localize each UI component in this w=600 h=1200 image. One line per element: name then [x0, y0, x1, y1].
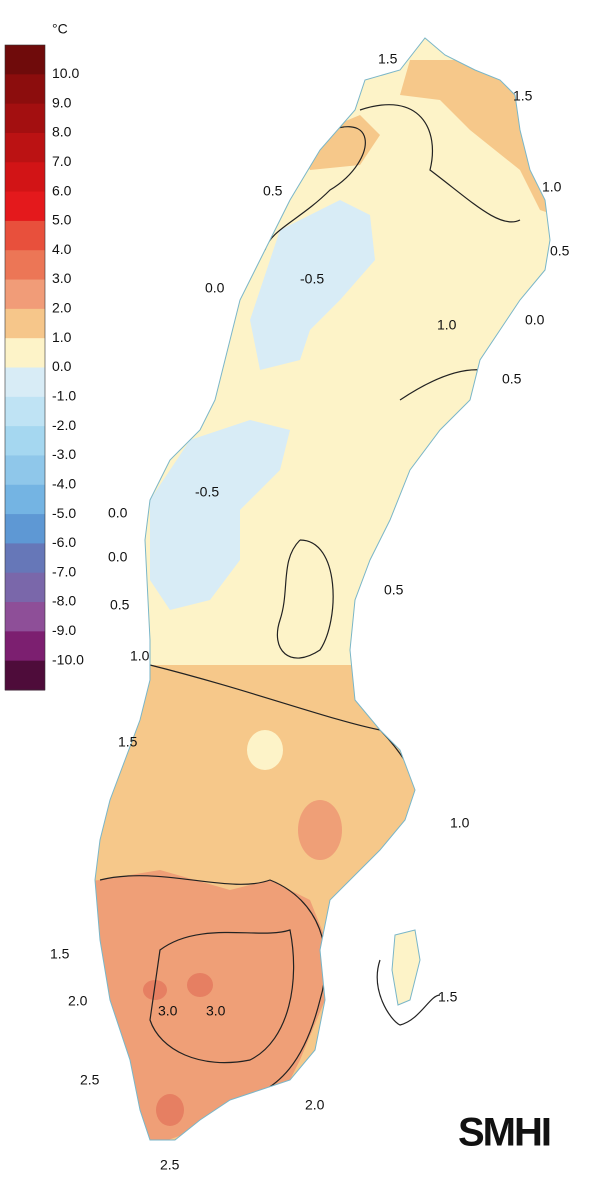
contour-label: 1.5 — [438, 989, 458, 1005]
legend-label: 0.0 — [52, 358, 72, 374]
legend-label: -10.0 — [52, 651, 84, 667]
legend-label: 5.0 — [52, 212, 72, 228]
contour-label: 0.5 — [384, 582, 404, 598]
legend: °C 10.0 9.0 8.0 7.0 6.0 5.0 4.0 3.0 2.0 1.0 0.0 -1.0… — [4, 21, 84, 691]
contour-label: 0.0 — [108, 549, 128, 565]
contour-label: 1.0 — [450, 815, 470, 831]
legend-label: 8.0 — [52, 124, 72, 140]
legend-label: 1.0 — [52, 329, 72, 345]
legend-label: -3.0 — [52, 446, 76, 462]
legend-swatch — [5, 426, 45, 456]
legend-swatch — [5, 660, 45, 691]
legend-swatch — [5, 367, 45, 398]
logo: SMHI — [458, 1111, 550, 1155]
legend-label: 7.0 — [52, 153, 72, 169]
legend-label: -6.0 — [52, 534, 76, 550]
legend-label: -1.0 — [52, 388, 76, 404]
legend-swatch — [5, 191, 45, 222]
contour-label: 1.0 — [130, 648, 150, 664]
legend-swatch — [5, 572, 45, 603]
contour-label: -0.5 — [300, 271, 324, 287]
contour-label: 1.5 — [378, 51, 398, 67]
legend-swatch — [5, 279, 45, 310]
legend-swatch — [5, 631, 45, 662]
legend-label: 4.0 — [52, 241, 72, 257]
contour-label: 1.5 — [118, 734, 138, 750]
contour-label: 3.0 — [206, 1003, 226, 1019]
legend-label: -5.0 — [52, 505, 76, 521]
legend-swatch — [5, 602, 45, 632]
contour-label: 2.5 — [80, 1072, 100, 1088]
contour-label: 0.0 — [108, 505, 128, 521]
legend-label: 6.0 — [52, 182, 72, 198]
legend-swatch — [5, 132, 45, 163]
contour-label: 0.5 — [550, 243, 570, 259]
legend-swatch — [5, 74, 45, 105]
contour-label: 1.0 — [542, 179, 562, 195]
legend-swatch — [5, 308, 45, 339]
legend-swatch — [5, 162, 45, 193]
legend-frame — [4, 44, 46, 691]
legend-label: 2.0 — [52, 300, 72, 316]
legend-unit: °C — [52, 21, 68, 37]
legend-label: 10.0 — [52, 65, 79, 81]
contour-label: 1.5 — [50, 946, 70, 962]
legend-swatch — [5, 338, 45, 368]
legend-label: -9.0 — [52, 622, 76, 638]
contour-label: -0.5 — [195, 484, 219, 500]
contour-label: 1.0 — [437, 317, 457, 333]
legend-label: 9.0 — [52, 94, 72, 110]
legend-label: -2.0 — [52, 417, 76, 433]
legend-swatch — [5, 455, 45, 486]
legend-swatch — [5, 514, 45, 544]
legend-swatch — [5, 543, 45, 574]
contour-label: 0.5 — [502, 371, 522, 387]
legend-swatch — [5, 250, 45, 281]
legend-label: -8.0 — [52, 593, 76, 609]
contour-label: 0.5 — [263, 183, 283, 199]
legend-swatch — [5, 396, 45, 427]
legend-swatch — [5, 484, 45, 515]
contour-label: 0.5 — [110, 597, 130, 613]
contour-label: 0.0 — [525, 312, 545, 328]
legend-label: -7.0 — [52, 563, 76, 579]
contour-label: 2.5 — [160, 1157, 180, 1173]
contour-label: 2.0 — [305, 1097, 325, 1113]
legend-swatch — [5, 103, 45, 134]
legend-swatch — [5, 45, 45, 75]
contour-label: 3.0 — [158, 1003, 178, 1019]
contour-labels: 1.5 1.5 1.0 0.5 0.5 -0.5 0.0 1.0 0.0 0.5… — [50, 51, 570, 1173]
contour-label: 2.0 — [68, 993, 88, 1009]
contour-label: 0.0 — [205, 280, 225, 296]
legend-label: -4.0 — [52, 475, 76, 491]
contour-label: 1.5 — [513, 88, 533, 104]
legend-label: 3.0 — [52, 270, 72, 286]
legend-swatch — [5, 220, 45, 251]
